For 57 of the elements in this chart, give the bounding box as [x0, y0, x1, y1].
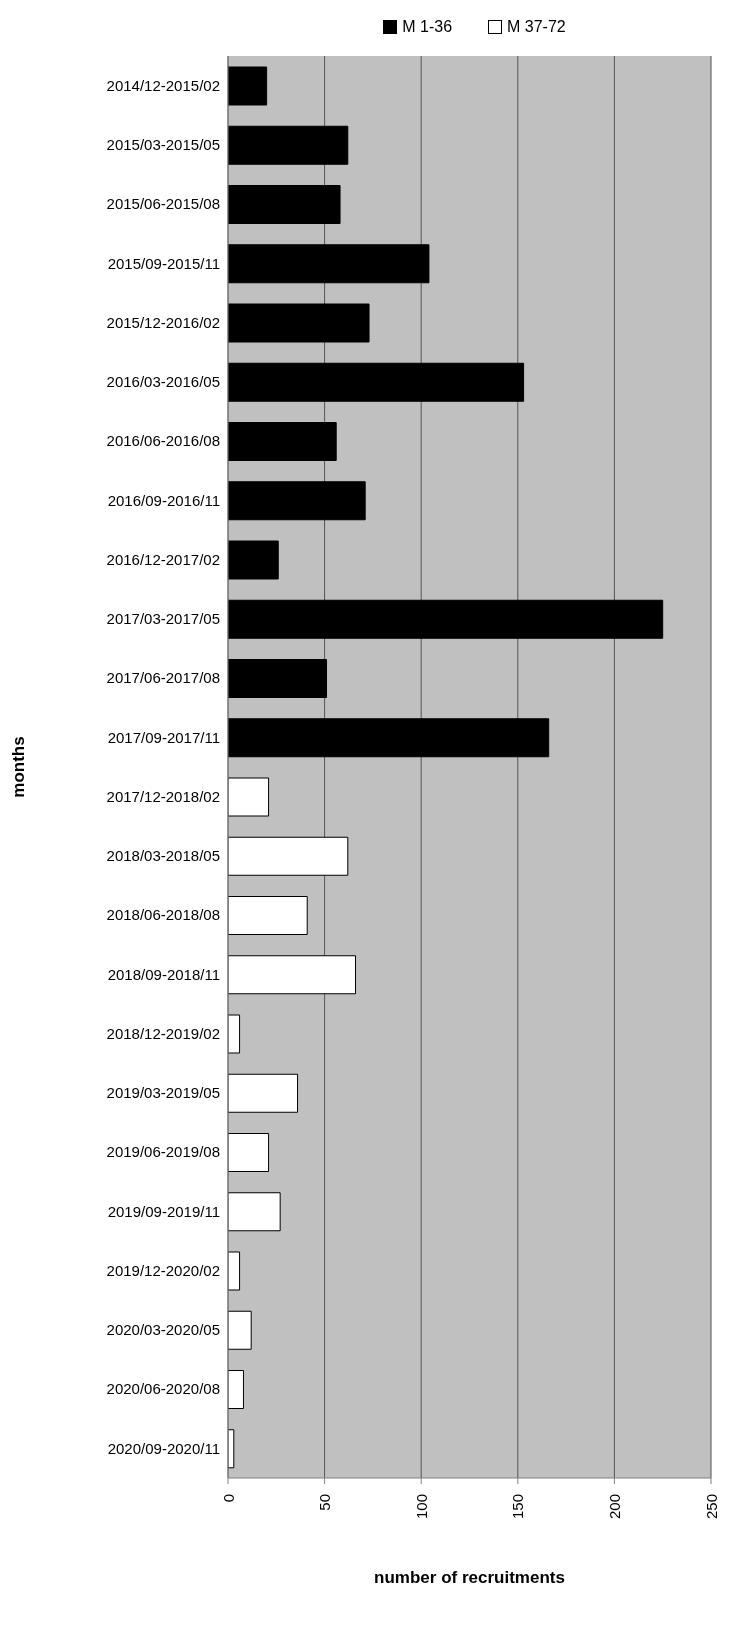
bar [228, 1192, 281, 1232]
bar [228, 896, 308, 935]
x-tick-label: 250 [702, 1494, 720, 1520]
bar [228, 244, 430, 284]
bar [228, 1073, 299, 1113]
y-tick-label: 2017/09-2017/11 [107, 728, 220, 746]
x-tick-label: 100 [412, 1494, 430, 1520]
y-tick-label: 2015/09-2015/11 [107, 254, 220, 272]
bar [228, 540, 279, 580]
bar [228, 777, 270, 817]
bar [228, 955, 357, 995]
x-tick-label: 200 [605, 1494, 623, 1520]
bar [228, 422, 337, 461]
y-tick-label: 2017/12-2018/02 [106, 787, 220, 805]
y-tick-label: 2015/12-2016/02 [106, 313, 220, 331]
x-tick-label: 0 [219, 1494, 237, 1503]
x-axis-title: number of recruitments [374, 1568, 565, 1587]
legend-label: M 37-72 [507, 18, 566, 36]
bar [228, 481, 366, 521]
bar [228, 1370, 244, 1409]
bar [228, 1133, 270, 1172]
y-axis-title: months [9, 736, 29, 798]
y-tick-label: 2015/03-2015/05 [106, 136, 220, 154]
bar [228, 303, 370, 343]
y-tick-label: 2015/06-2015/08 [106, 195, 220, 213]
bar [228, 659, 328, 698]
y-tick-label: 2019/03-2019/05 [106, 1084, 220, 1102]
y-tick-label: 2018/06-2018/08 [106, 906, 220, 924]
y-tick-label: 2018/12-2019/02 [106, 1024, 220, 1042]
bar [228, 362, 525, 402]
x-tick-label: 50 [316, 1494, 334, 1511]
legend-label: M 1-36 [402, 18, 453, 36]
bar [228, 836, 349, 876]
y-tick-label: 2019/12-2020/02 [106, 1261, 220, 1279]
y-tick-label: 2018/03-2018/05 [106, 847, 220, 865]
y-tick-label: 2016/09-2016/11 [107, 491, 220, 509]
y-tick-label: 2019/06-2019/08 [106, 1143, 220, 1161]
y-tick-label: 2016/03-2016/05 [106, 373, 220, 391]
x-tick-label: 150 [509, 1494, 527, 1520]
bar [228, 599, 664, 639]
bar [228, 185, 341, 224]
y-tick-label: 2019/09-2019/11 [107, 1202, 220, 1220]
y-tick-label: 2020/09-2020/11 [107, 1439, 220, 1457]
bar [228, 1310, 252, 1350]
y-tick-label: 2020/03-2020/05 [106, 1321, 220, 1339]
y-tick-label: 2016/12-2017/02 [106, 550, 220, 568]
y-tick-label: 2018/09-2018/11 [107, 965, 220, 983]
y-tick-label: 2017/06-2017/08 [106, 669, 220, 687]
y-tick-label: 2017/03-2017/05 [106, 610, 220, 628]
y-tick-label: 2014/12-2015/02 [106, 76, 220, 94]
y-tick-label: 2016/06-2016/08 [106, 432, 220, 450]
bar [228, 1014, 241, 1054]
bar [228, 1251, 241, 1291]
bar [228, 66, 268, 106]
bar [228, 125, 349, 165]
y-tick-label: 2020/06-2020/08 [106, 1380, 220, 1398]
bar [228, 718, 550, 758]
